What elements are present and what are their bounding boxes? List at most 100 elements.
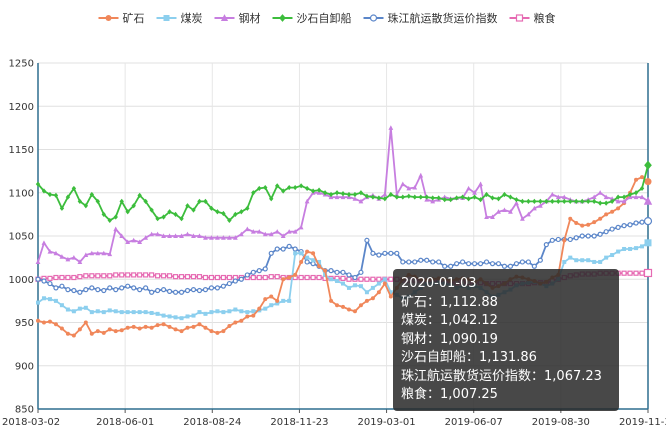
data-point xyxy=(358,284,363,289)
legend-item-4[interactable]: 珠江航运散货运价指数 xyxy=(363,11,498,25)
data-point xyxy=(59,274,65,281)
data-point xyxy=(412,184,418,190)
legend[interactable]: 矿石 煤炭 钢材 沙石自卸船 珠江航运散货运价指数 粮食 xyxy=(98,11,556,25)
legend-item-1[interactable]: 煤炭 xyxy=(156,12,203,25)
legend-label: 钢材 xyxy=(239,11,261,25)
data-point xyxy=(263,297,268,302)
data-point xyxy=(101,310,106,315)
data-point xyxy=(334,190,340,196)
data-point xyxy=(382,281,387,286)
tooltip-label: 矿石 xyxy=(401,294,428,310)
legend-item-2[interactable]: 钢材 xyxy=(214,11,261,25)
data-point xyxy=(508,209,513,214)
data-point xyxy=(233,211,238,217)
data-point xyxy=(232,235,238,240)
data-point xyxy=(202,287,209,293)
data-point xyxy=(586,222,591,227)
legend-item-5[interactable]: 粮食 xyxy=(509,11,556,25)
data-point xyxy=(418,257,424,263)
data-point xyxy=(543,242,549,248)
data-point xyxy=(406,193,411,199)
data-point xyxy=(232,278,238,284)
data-point xyxy=(160,273,167,279)
data-point xyxy=(41,188,47,194)
data-point xyxy=(328,268,334,274)
y-tick-label: 1000 xyxy=(9,275,34,286)
data-point xyxy=(113,214,118,220)
highlight-point xyxy=(643,216,653,226)
data-point xyxy=(256,229,262,234)
data-point xyxy=(226,235,232,240)
data-point xyxy=(472,190,477,195)
data-point xyxy=(615,224,621,230)
data-point xyxy=(454,261,460,267)
tooltip-label: 珠江航运散货运价指数 xyxy=(401,368,532,384)
data-point xyxy=(334,269,340,275)
data-point xyxy=(89,285,95,291)
data-point xyxy=(627,222,633,228)
data-point xyxy=(334,194,340,200)
tooltip: 2020-01-03 矿石：1,112.88 煤炭：1,042.12 钢材：1,… xyxy=(393,269,619,411)
data-point xyxy=(460,259,466,265)
data-point xyxy=(323,268,328,273)
data-point xyxy=(352,309,357,314)
data-point xyxy=(352,196,358,201)
data-point xyxy=(621,223,627,229)
data-point xyxy=(628,246,633,251)
data-point xyxy=(310,261,316,267)
data-point xyxy=(125,325,130,330)
data-point xyxy=(335,278,340,283)
data-point xyxy=(376,281,381,286)
data-point xyxy=(269,294,274,299)
data-point xyxy=(71,185,77,192)
legend-item-3[interactable]: 沙石自卸船 xyxy=(272,11,352,25)
data-point xyxy=(293,272,298,277)
data-point xyxy=(442,194,448,200)
legend-marker xyxy=(220,14,229,21)
data-point xyxy=(502,191,507,198)
data-point xyxy=(520,198,525,204)
data-point xyxy=(166,273,173,279)
data-point xyxy=(275,301,280,306)
tooltip-label: 煤炭 xyxy=(401,313,428,328)
data-point xyxy=(604,255,609,260)
data-point xyxy=(305,255,310,260)
data-point xyxy=(310,188,316,194)
data-point xyxy=(268,231,274,237)
data-point xyxy=(544,198,549,204)
data-point xyxy=(155,323,160,328)
data-point xyxy=(274,246,280,252)
legend-item-0[interactable]: 矿石 xyxy=(98,12,145,25)
data-point xyxy=(287,298,292,303)
data-point xyxy=(167,314,172,319)
data-point xyxy=(113,309,118,314)
data-point xyxy=(101,211,106,217)
data-point xyxy=(322,190,328,196)
data-point xyxy=(316,187,322,193)
data-point xyxy=(77,306,82,311)
data-point xyxy=(179,233,184,238)
data-point xyxy=(125,283,131,289)
data-point xyxy=(460,194,465,200)
data-point xyxy=(478,197,483,203)
tooltip-value: 1,090.19 xyxy=(440,331,498,347)
data-point xyxy=(47,275,53,281)
data-point xyxy=(610,209,615,214)
data-point xyxy=(442,197,447,203)
highlight-point xyxy=(644,239,652,247)
data-point xyxy=(562,259,567,264)
data-point xyxy=(466,196,471,202)
data-point xyxy=(532,198,537,204)
data-point xyxy=(47,191,53,198)
data-point xyxy=(586,258,591,263)
data-point xyxy=(209,205,214,211)
data-point xyxy=(263,184,268,191)
data-point xyxy=(639,219,645,225)
data-point xyxy=(538,198,543,204)
data-point xyxy=(155,273,161,279)
data-point xyxy=(580,258,585,263)
data-point xyxy=(233,320,238,325)
data-point xyxy=(597,200,603,206)
data-point xyxy=(341,304,345,309)
series-4 xyxy=(35,216,653,295)
